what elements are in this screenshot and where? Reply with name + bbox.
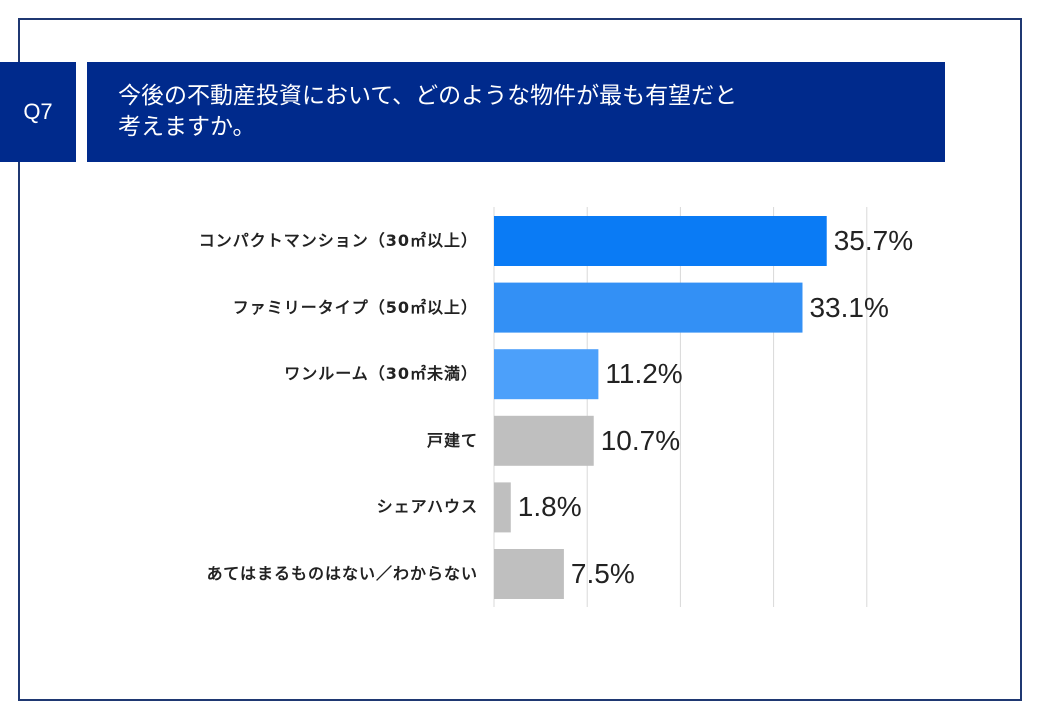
value-label: 11.2%	[605, 358, 683, 390]
bar	[494, 216, 827, 266]
bar	[494, 415, 594, 466]
question-title-line-1: 今後の不動産投資において、どのような物件が最も有望だと	[118, 83, 738, 109]
category-label: ワンルーム（30㎡未満）	[284, 364, 478, 384]
value-label: 7.5%	[570, 558, 635, 589]
question-number-badge: Q7	[0, 62, 76, 162]
question-number: Q7	[23, 99, 53, 124]
category-label: あてはまるものはない／わからない	[206, 564, 478, 583]
category-label: コンパクトマンション（30㎡以上）	[198, 231, 478, 250]
card-frame	[18, 18, 1022, 701]
value-label: 33.1%	[809, 291, 889, 323]
question-title: 今後の不動産投資において、どのような物件が最も有望だと 考えますか。	[87, 62, 945, 162]
value-label: 1.8%	[517, 491, 582, 523]
value-label: 10.7%	[600, 424, 681, 456]
bar	[494, 282, 803, 333]
category-label: 戸建て	[426, 430, 478, 450]
bar	[494, 549, 564, 599]
value-label: 35.7%	[833, 225, 914, 256]
category-label: シェアハウス	[376, 497, 478, 517]
question-title-line-2: 考えますか。	[118, 114, 256, 140]
bar	[494, 349, 599, 400]
bar	[494, 482, 511, 533]
category-label: ファミリータイプ（50㎡以上）	[232, 297, 478, 317]
